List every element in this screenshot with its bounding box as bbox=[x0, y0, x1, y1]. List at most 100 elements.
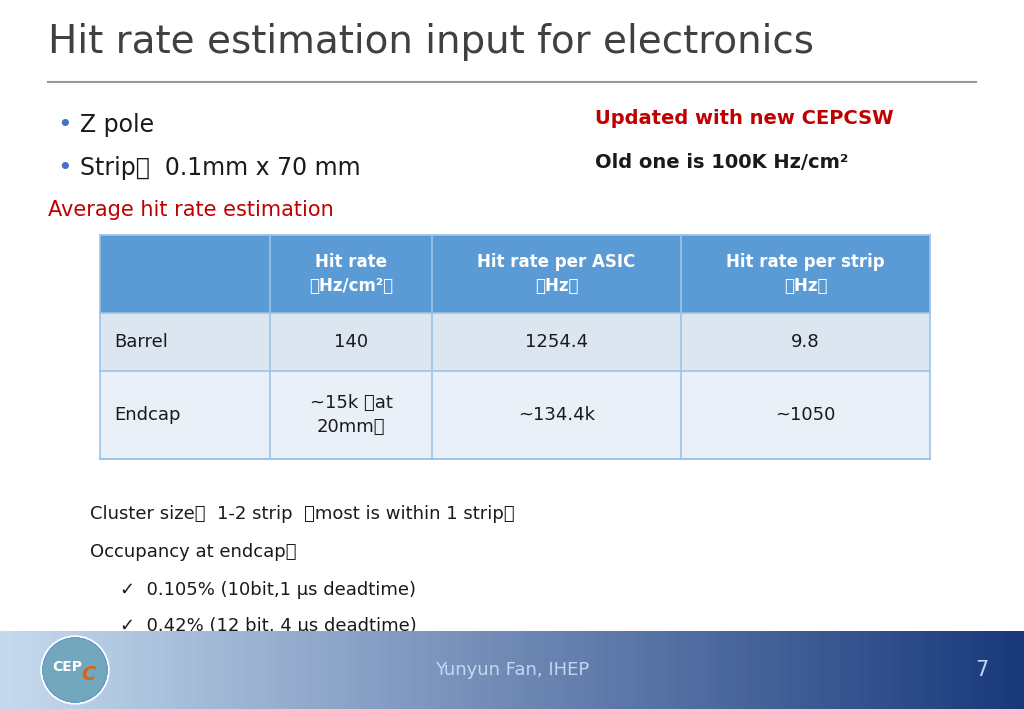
Bar bbox=[891, 631, 902, 709]
Bar bbox=[205, 631, 216, 709]
Bar bbox=[481, 631, 493, 709]
Circle shape bbox=[43, 638, 106, 702]
Bar bbox=[348, 631, 359, 709]
Circle shape bbox=[44, 640, 105, 700]
Bar bbox=[358, 631, 370, 709]
Bar bbox=[328, 631, 339, 709]
Bar bbox=[502, 631, 513, 709]
Bar bbox=[51, 631, 62, 709]
Bar bbox=[604, 631, 615, 709]
Bar bbox=[236, 631, 247, 709]
Text: Strip：  0.1mm x 70 mm: Strip： 0.1mm x 70 mm bbox=[80, 156, 360, 180]
Bar bbox=[881, 631, 892, 709]
Text: •: • bbox=[57, 156, 73, 180]
Bar bbox=[707, 631, 718, 709]
Bar bbox=[61, 631, 73, 709]
Circle shape bbox=[44, 639, 106, 701]
Bar bbox=[584, 631, 595, 709]
Bar bbox=[809, 631, 820, 709]
Bar bbox=[164, 631, 175, 709]
Text: Yunyun Fan, IHEP: Yunyun Fan, IHEP bbox=[435, 661, 589, 679]
Bar bbox=[174, 631, 185, 709]
Bar bbox=[10, 631, 22, 709]
Text: 9.8: 9.8 bbox=[792, 333, 820, 351]
Circle shape bbox=[44, 639, 105, 701]
Bar bbox=[635, 631, 646, 709]
Bar bbox=[317, 631, 329, 709]
Circle shape bbox=[44, 640, 105, 700]
Bar bbox=[737, 631, 749, 709]
Bar bbox=[666, 631, 677, 709]
Bar bbox=[100, 371, 930, 459]
Text: •: • bbox=[57, 113, 73, 137]
Text: CEP: CEP bbox=[52, 660, 82, 674]
Bar bbox=[993, 631, 1005, 709]
Circle shape bbox=[44, 640, 105, 700]
Bar bbox=[82, 631, 93, 709]
Bar bbox=[72, 631, 83, 709]
Circle shape bbox=[44, 640, 105, 700]
Bar bbox=[512, 631, 523, 709]
Bar bbox=[492, 631, 503, 709]
Text: Barrel: Barrel bbox=[114, 333, 168, 351]
Text: Average hit rate estimation: Average hit rate estimation bbox=[48, 200, 334, 220]
Bar bbox=[123, 631, 134, 709]
Bar bbox=[645, 631, 656, 709]
Bar bbox=[266, 631, 278, 709]
Bar bbox=[840, 631, 851, 709]
Circle shape bbox=[44, 640, 105, 700]
Bar bbox=[100, 313, 930, 371]
Bar bbox=[748, 631, 759, 709]
Text: C: C bbox=[81, 664, 95, 683]
Text: 7: 7 bbox=[975, 660, 988, 680]
Bar bbox=[655, 631, 667, 709]
Text: Endcap: Endcap bbox=[114, 406, 180, 424]
Text: Z pole: Z pole bbox=[80, 113, 155, 137]
Bar bbox=[461, 631, 472, 709]
Bar bbox=[256, 631, 267, 709]
Bar bbox=[870, 631, 882, 709]
Bar bbox=[369, 631, 380, 709]
Bar bbox=[625, 631, 636, 709]
Bar bbox=[932, 631, 943, 709]
Bar bbox=[215, 631, 226, 709]
Bar bbox=[963, 631, 974, 709]
Bar bbox=[0, 631, 11, 709]
Text: 140: 140 bbox=[334, 333, 369, 351]
Text: ~15k （at
20mm）: ~15k （at 20mm） bbox=[309, 394, 392, 436]
Bar bbox=[20, 631, 32, 709]
Circle shape bbox=[43, 638, 106, 702]
Bar bbox=[788, 631, 800, 709]
Text: Hit rate per ASIC
（Hz）: Hit rate per ASIC （Hz） bbox=[477, 253, 636, 295]
Bar bbox=[113, 631, 124, 709]
Bar bbox=[829, 631, 841, 709]
Bar bbox=[614, 631, 626, 709]
Bar bbox=[522, 631, 534, 709]
Bar bbox=[758, 631, 769, 709]
Text: Updated with new CEPCSW: Updated with new CEPCSW bbox=[595, 108, 894, 128]
Bar bbox=[850, 631, 861, 709]
Circle shape bbox=[43, 638, 106, 702]
Bar bbox=[297, 631, 308, 709]
Text: Hit rate per strip
（Hz）: Hit rate per strip （Hz） bbox=[726, 253, 885, 295]
Bar bbox=[799, 631, 810, 709]
Circle shape bbox=[43, 638, 106, 702]
Bar bbox=[922, 631, 933, 709]
Bar bbox=[532, 631, 544, 709]
Circle shape bbox=[44, 639, 106, 701]
Text: ~1050: ~1050 bbox=[775, 406, 836, 424]
Bar bbox=[471, 631, 482, 709]
Bar bbox=[102, 631, 114, 709]
Circle shape bbox=[44, 639, 106, 701]
Circle shape bbox=[43, 638, 106, 702]
Bar bbox=[727, 631, 738, 709]
Bar bbox=[154, 631, 165, 709]
Bar bbox=[143, 631, 155, 709]
Bar bbox=[92, 631, 103, 709]
Bar bbox=[696, 631, 708, 709]
Bar bbox=[41, 631, 52, 709]
Circle shape bbox=[43, 639, 106, 701]
Bar bbox=[379, 631, 390, 709]
Circle shape bbox=[44, 639, 106, 701]
Bar bbox=[338, 631, 349, 709]
